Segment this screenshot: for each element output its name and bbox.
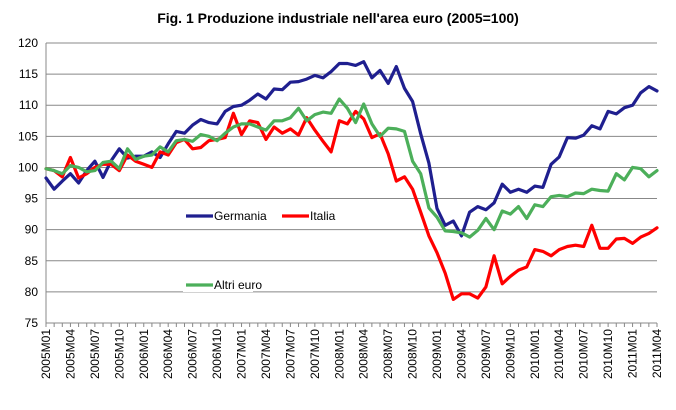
series-lines (44, 60, 659, 301)
x-tick-label: 2006M10 (210, 329, 224, 379)
x-tick-label: 2005M10 (112, 329, 126, 379)
y-tick-label: 85 (25, 254, 39, 268)
chart-title: Fig. 1 Produzione industriale nell'area … (157, 10, 519, 26)
y-tick-label: 95 (25, 192, 39, 206)
x-tick-label: 2008M07 (381, 329, 395, 379)
axes: 75 80 85 90 95 100 105 110 115 120 2005M01 2005M04 2… (18, 36, 664, 379)
y-tick-label: 75 (25, 316, 39, 330)
y-tick-label: 105 (18, 129, 38, 143)
y-tick-label: 110 (19, 98, 38, 112)
x-tick-label: 2011M04 (650, 329, 664, 378)
gridlines (46, 42, 657, 324)
x-tick-label: 2008M10 (406, 329, 420, 379)
x-tick-label: 2011M01 (626, 329, 640, 378)
y-tick-label: 90 (25, 223, 39, 237)
legend-bg-altri-euro (183, 276, 253, 292)
x-tick-label: 2007M04 (259, 329, 273, 379)
legend-label-altri-euro: Altri euro (214, 278, 262, 292)
x-tick-label: 2005M07 (88, 329, 102, 379)
legend: Germania Italia Altri euro (183, 207, 349, 292)
x-tick-label: 2005M01 (39, 329, 53, 379)
series-line-germania (44, 60, 659, 238)
x-tick-label: 2009M01 (430, 329, 444, 379)
x-tick-label: 2006M07 (186, 329, 200, 379)
y-tick-label: 120 (18, 36, 38, 50)
x-tick-label: 2008M04 (357, 329, 371, 379)
legend-label-italia: Italia (310, 209, 336, 223)
x-tick-label: 2010M07 (577, 329, 591, 379)
x-tick-label: 2005M04 (63, 329, 77, 379)
legend-label-germania: Germania (214, 209, 267, 223)
y-tick-label: 100 (18, 160, 38, 174)
x-tick-label: 2007M10 (308, 329, 322, 379)
x-tick-label: 2008M01 (332, 329, 346, 379)
x-tick-label: 2006M04 (161, 329, 175, 379)
x-tick-label: 2010M04 (552, 329, 566, 379)
x-tick-label: 2009M10 (503, 329, 517, 379)
legend-bg-germania (183, 207, 253, 223)
x-tick-label: 2009M04 (454, 329, 468, 379)
x-tick-label: 2006M01 (137, 329, 151, 379)
x-tick-label: 2010M10 (601, 329, 615, 379)
legend-bg-italia (279, 207, 349, 223)
y-tick-label: 80 (25, 285, 39, 299)
y-tick-label: 115 (19, 67, 38, 81)
x-tick-label: 2009M07 (479, 329, 493, 379)
series-line-altri-euro (44, 97, 659, 239)
x-tick-label: 2007M07 (283, 329, 297, 379)
x-tick-label: 2010M01 (528, 329, 542, 379)
x-tick-label: 2007M01 (235, 329, 249, 379)
